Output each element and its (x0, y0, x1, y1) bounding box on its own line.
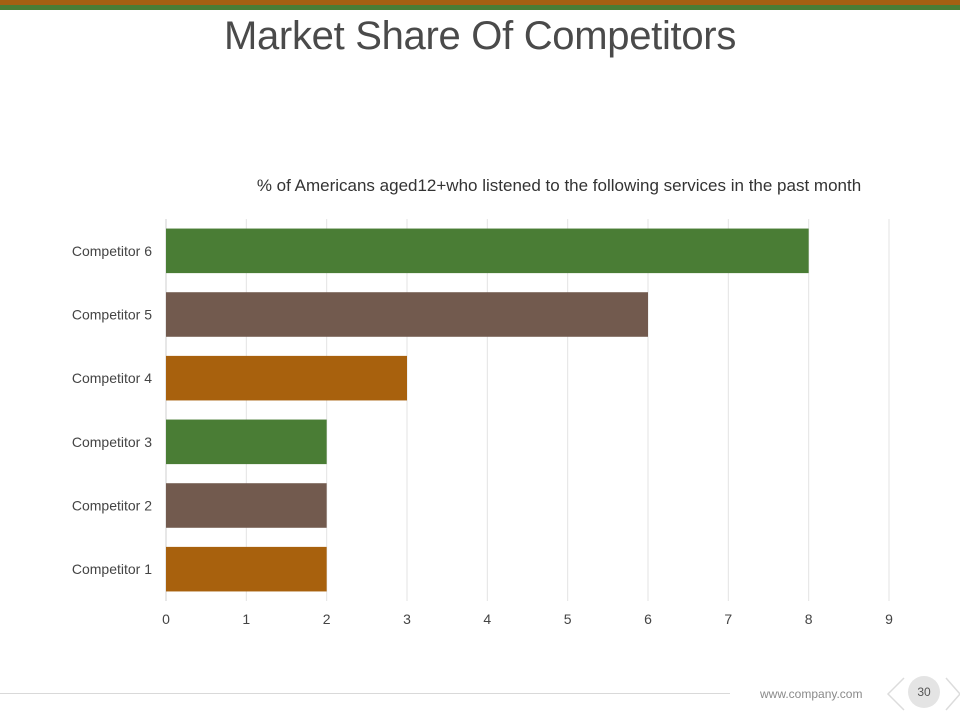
top-accent-bar (0, 0, 960, 10)
chevron-right-icon[interactable] (942, 674, 960, 714)
category-label: Competitor 4 (72, 370, 152, 386)
x-tick-label: 2 (323, 611, 331, 627)
x-tick-label: 1 (242, 611, 250, 627)
bars (166, 228, 809, 592)
footer-divider (0, 693, 730, 694)
slide-title: Market Share Of Competitors (223, 14, 737, 58)
x-tick-label: 9 (885, 611, 893, 627)
x-tick-label: 6 (644, 611, 652, 627)
bar-competitor-4 (166, 355, 407, 401)
gridlines (165, 219, 890, 601)
x-tick-label: 8 (805, 611, 813, 627)
bar-competitor-6 (166, 228, 809, 274)
x-tick-label: 5 (564, 611, 572, 627)
bar-competitor-3 (166, 419, 327, 465)
x-tick-label: 0 (162, 611, 170, 627)
x-tick-label: 4 (483, 611, 491, 627)
x-tick-label: 7 (724, 611, 732, 627)
category-label: Competitor 1 (72, 561, 152, 577)
page-number: 30 (908, 676, 940, 708)
top-accent-stripe-green (0, 5, 960, 10)
chevron-left-icon[interactable] (884, 674, 908, 714)
bar-competitor-5 (166, 292, 648, 337)
x-tick-labels: 0 1 2 3 4 5 6 7 8 9 (162, 611, 893, 627)
category-labels: Competitor 6 Competitor 5 Competitor 4 Comp… (72, 243, 152, 577)
category-label: Competitor 5 (72, 307, 152, 323)
footer-url: www.company.com (760, 687, 863, 701)
bar-competitor-1 (166, 546, 327, 592)
top-accent-stripe-orange (0, 0, 960, 5)
x-tick-label: 3 (403, 611, 411, 627)
page-navigation: 30 (884, 674, 960, 714)
chart-title: % of Americans aged12+who listened to th… (257, 176, 861, 195)
category-label: Competitor 3 (72, 434, 152, 450)
bar-competitor-2 (166, 483, 327, 528)
category-label: Competitor 2 (72, 498, 152, 514)
category-label: Competitor 6 (72, 243, 152, 259)
